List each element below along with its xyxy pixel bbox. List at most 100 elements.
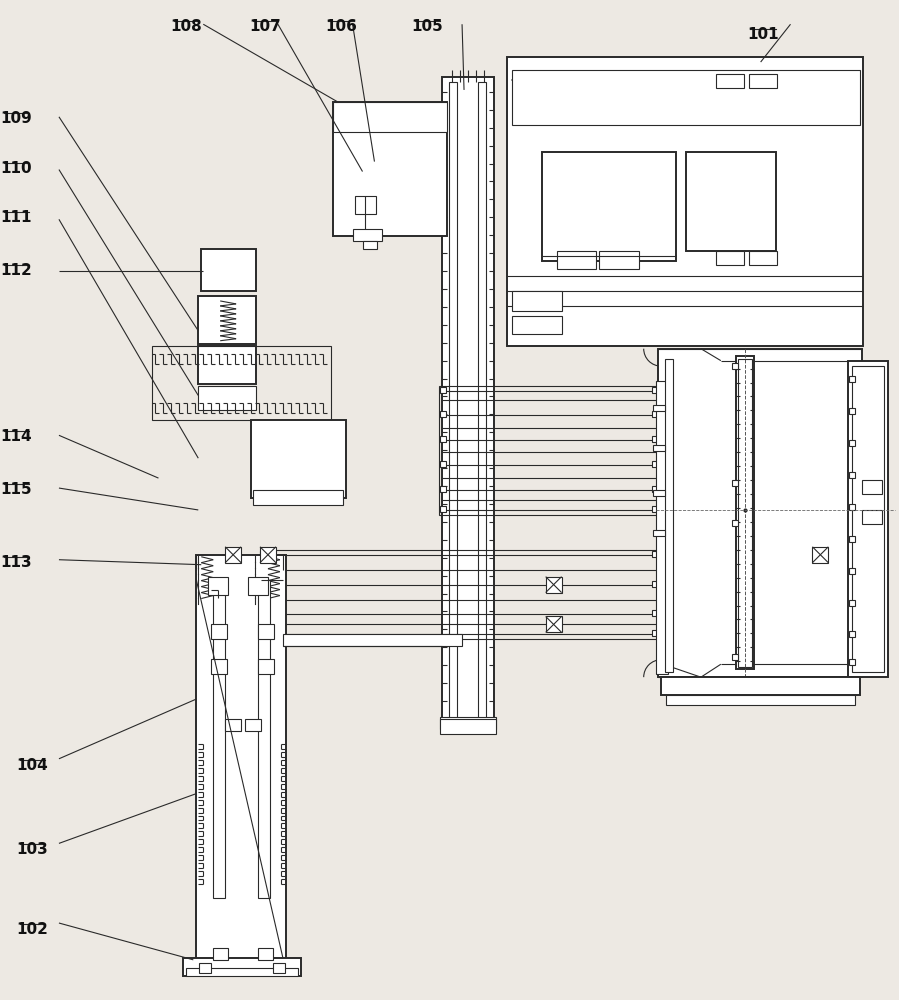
Text: 101: 101 <box>747 27 779 42</box>
Bar <box>850 659 855 665</box>
Bar <box>441 717 496 729</box>
Bar <box>211 659 227 674</box>
Bar <box>652 461 658 467</box>
Text: 113: 113 <box>1 555 32 570</box>
Bar <box>652 581 658 587</box>
Text: 104: 104 <box>16 758 49 773</box>
Bar <box>199 346 256 384</box>
Bar <box>749 74 777 88</box>
Bar <box>850 440 855 446</box>
Bar <box>850 376 855 382</box>
Bar <box>258 948 273 960</box>
Bar <box>248 577 268 595</box>
Bar <box>209 577 228 595</box>
Text: 111: 111 <box>1 210 32 225</box>
Bar <box>260 581 266 587</box>
Bar <box>661 677 860 695</box>
Bar <box>738 359 752 667</box>
Bar <box>225 547 241 563</box>
Text: 112: 112 <box>1 263 32 278</box>
Bar <box>260 547 276 563</box>
Bar <box>441 387 446 393</box>
Bar <box>735 356 753 669</box>
Bar <box>439 386 663 515</box>
Bar <box>333 102 447 236</box>
Bar <box>283 634 462 646</box>
Bar <box>261 550 659 639</box>
Text: 115: 115 <box>1 482 32 497</box>
Bar <box>862 480 882 494</box>
Bar <box>850 408 855 414</box>
Bar <box>652 411 658 417</box>
Bar <box>542 152 676 261</box>
Bar <box>546 616 562 632</box>
Bar <box>658 349 862 677</box>
Bar <box>442 77 494 724</box>
Bar <box>732 480 738 486</box>
Bar <box>478 82 486 719</box>
Bar <box>654 445 665 451</box>
Bar <box>652 506 658 512</box>
Text: 105: 105 <box>412 19 443 34</box>
Bar <box>245 719 261 731</box>
Bar <box>258 624 274 639</box>
Bar <box>253 490 343 505</box>
Bar <box>600 251 639 269</box>
Bar <box>716 74 743 88</box>
Bar <box>258 580 270 898</box>
Bar <box>732 520 738 526</box>
Bar <box>258 659 274 674</box>
Bar <box>652 630 658 636</box>
Bar <box>813 547 828 563</box>
Text: 109: 109 <box>1 111 32 126</box>
Bar <box>213 948 228 960</box>
Bar <box>556 251 596 269</box>
Bar <box>850 600 855 606</box>
Bar <box>512 70 860 125</box>
Bar <box>441 411 446 417</box>
Bar <box>333 102 447 132</box>
Bar <box>199 296 256 344</box>
Bar <box>512 291 562 311</box>
Text: 103: 103 <box>16 842 49 857</box>
Text: 102: 102 <box>16 922 49 937</box>
Bar <box>450 82 457 719</box>
Bar <box>441 506 446 512</box>
Bar <box>852 366 884 672</box>
Bar <box>686 152 776 251</box>
Bar <box>354 196 377 214</box>
Bar <box>201 249 256 291</box>
Bar <box>200 963 211 973</box>
Text: 114: 114 <box>1 429 32 444</box>
Bar <box>652 551 658 557</box>
Bar <box>441 719 496 734</box>
Text: 106: 106 <box>325 19 357 34</box>
Bar <box>352 229 382 241</box>
Bar <box>654 405 665 411</box>
Bar <box>260 551 266 557</box>
Bar <box>186 968 298 976</box>
Bar <box>665 359 673 672</box>
Bar <box>152 346 331 420</box>
Bar <box>211 624 227 639</box>
Bar <box>652 610 658 616</box>
Bar <box>732 654 738 660</box>
Bar <box>441 486 446 492</box>
Bar <box>850 568 855 574</box>
Bar <box>652 486 658 492</box>
Bar <box>716 251 743 265</box>
Bar <box>654 490 665 496</box>
Bar <box>850 536 855 542</box>
Bar <box>850 631 855 637</box>
Text: 110: 110 <box>1 161 32 176</box>
Bar <box>656 381 668 674</box>
Bar <box>362 241 378 249</box>
Bar <box>251 420 345 498</box>
Text: 108: 108 <box>171 19 202 34</box>
Bar <box>850 504 855 510</box>
Bar <box>654 530 665 536</box>
Bar <box>850 472 855 478</box>
Bar <box>507 57 863 346</box>
Bar <box>652 387 658 393</box>
Polygon shape <box>658 349 862 369</box>
